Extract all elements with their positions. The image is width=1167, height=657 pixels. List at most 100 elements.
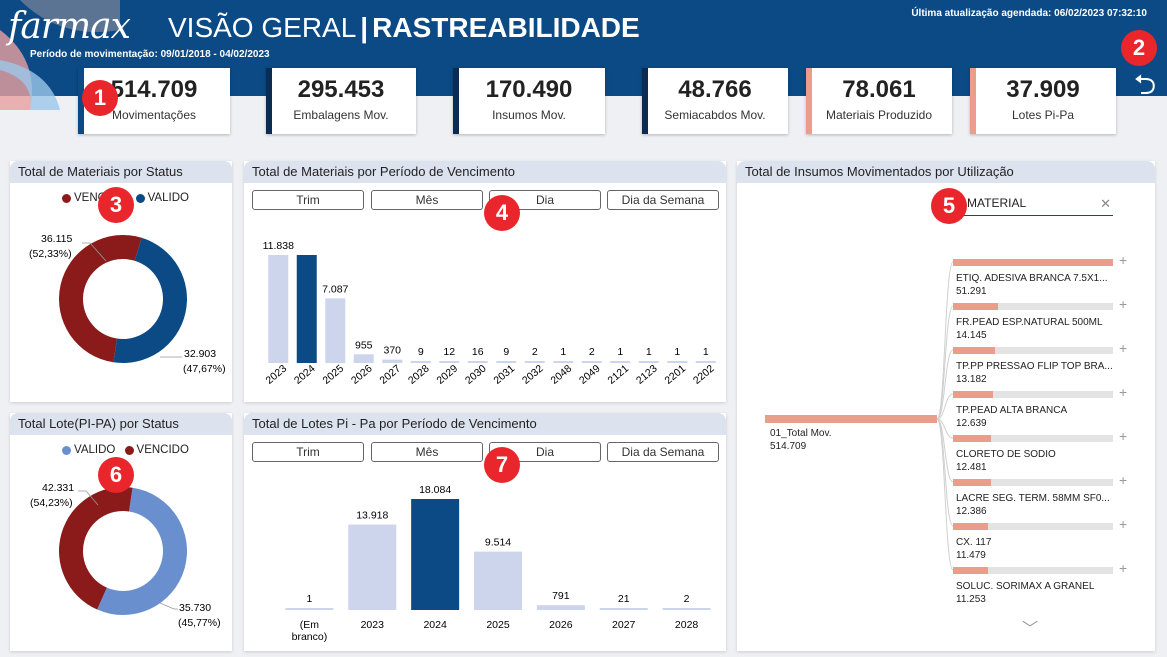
- bar[interactable]: [410, 361, 431, 363]
- expand-plus-icon[interactable]: +: [1119, 252, 1128, 268]
- tree-root[interactable]: 01_Total Mov. 514.709: [770, 427, 832, 453]
- kpi-semiacabados: 48.766 Semiacabdos Mov.: [642, 68, 788, 134]
- bar-value-label: 9.514: [485, 537, 511, 549]
- bar[interactable]: [496, 361, 517, 363]
- tree-node[interactable]: LACRE SEG. TERM. 58MM SF0... 12.386: [956, 492, 1110, 518]
- legend-item[interactable]: VALIDO: [74, 444, 116, 456]
- bar[interactable]: [411, 499, 460, 610]
- kpi-label: Insumos Mov.: [492, 108, 566, 122]
- logo-decoration: [0, 0, 120, 110]
- legend-dot: [135, 193, 145, 203]
- slicer-mes[interactable]: Mês: [371, 442, 483, 462]
- legend-item[interactable]: VALIDO: [147, 192, 189, 204]
- bar[interactable]: [474, 551, 522, 610]
- slicer-trim[interactable]: Trim: [252, 442, 364, 462]
- tree-bar-track: [953, 567, 1113, 574]
- expand-plus-icon[interactable]: +: [1119, 560, 1128, 576]
- tree-node[interactable]: TP.PEAD ALTA BRANCA 12.639: [956, 404, 1067, 430]
- tree-node-label: FR.PEAD ESP.NATURAL 500ML: [956, 317, 1103, 328]
- panel-title: Total de Materiais por Status: [10, 161, 232, 183]
- bar[interactable]: [285, 608, 334, 610]
- slicer-dia-semana[interactable]: Dia da Semana: [607, 442, 719, 462]
- bar[interactable]: [382, 359, 403, 363]
- bar[interactable]: [581, 361, 602, 363]
- bar[interactable]: [524, 361, 545, 363]
- bar[interactable]: [467, 361, 488, 363]
- bar[interactable]: [599, 608, 648, 610]
- panel-materiais-vencimento: Total de Materiais por Período de Vencim…: [244, 161, 726, 402]
- panel-materiais-status: Total de Materiais por Status VENCIDO VA…: [10, 161, 232, 402]
- bar-value-label: 2: [589, 346, 595, 358]
- leader-line: [159, 602, 178, 610]
- x-tick-label: 2029: [435, 362, 461, 386]
- expand-plus-icon[interactable]: +: [1119, 296, 1128, 312]
- bar-value-label: 2: [532, 346, 538, 358]
- legend: VALIDO VENCIDO: [62, 444, 189, 456]
- last-update-text: Última atualização agendada: 06/02/2023 …: [911, 8, 1147, 19]
- search-input[interactable]: C MATERIAL ✕: [955, 196, 1113, 216]
- tree-node[interactable]: ETIQ. ADESIVA BRANCA 7.5X1... 51.291: [956, 272, 1108, 298]
- bar[interactable]: [553, 361, 574, 363]
- tree-node-value: 12.639: [956, 418, 987, 429]
- tree-node[interactable]: CLORETO DE SODIO 12.481: [956, 448, 1056, 474]
- x-tick-label: 2028: [406, 362, 432, 386]
- bar-value-label: 13.918: [356, 510, 388, 522]
- farmax-logo: farmax: [8, 6, 131, 47]
- bar-value-label: 18.084: [419, 484, 451, 496]
- kpi-embalagens: 295.453 Embalagens Mov.: [266, 68, 416, 134]
- bar-value-label: 1: [674, 346, 680, 358]
- tree-node-label: TP.PEAD ALTA BRANCA: [956, 405, 1068, 416]
- bar[interactable]: [268, 255, 289, 363]
- data-label: 32.903: [184, 348, 216, 360]
- slicer-mes[interactable]: Mês: [371, 190, 483, 210]
- bar[interactable]: [610, 361, 631, 363]
- expand-plus-icon[interactable]: +: [1119, 428, 1128, 444]
- slicer-trim[interactable]: Trim: [252, 190, 364, 210]
- bar-chart-materiais-vencimento[interactable]: 11.838 2023 2024 7.087 2025 955 2026 370 2027 9 20…: [244, 161, 726, 402]
- bar[interactable]: [439, 361, 460, 363]
- back-arrow-icon[interactable]: ⮌: [1133, 69, 1157, 100]
- chevron-down-icon[interactable]: ﹀: [1022, 621, 1039, 638]
- bar[interactable]: [536, 605, 585, 610]
- legend-item[interactable]: VENCIDO: [136, 444, 189, 456]
- clear-icon[interactable]: ✕: [1100, 196, 1111, 211]
- bar-value-label: 1: [617, 346, 623, 358]
- expand-plus-icon[interactable]: +: [1119, 472, 1128, 488]
- bar[interactable]: [667, 361, 688, 363]
- bar[interactable]: [695, 361, 716, 363]
- title-separator: |: [360, 12, 369, 43]
- donut-chart-lotes[interactable]: 42.331 (54,23%) 35.730 (45,77%): [10, 413, 232, 651]
- tree-bar-track: [953, 391, 1113, 398]
- tree-bar: [953, 391, 993, 398]
- tree-node-value: 14.145: [956, 330, 987, 341]
- bar[interactable]: [662, 608, 711, 610]
- x-tick-label: 2028: [675, 619, 699, 631]
- annotation-marker-2: 2: [1121, 30, 1157, 66]
- tree-node[interactable]: CX. 117 11.479: [956, 536, 991, 562]
- x-tick-label: 2024: [292, 362, 318, 386]
- x-tick-label: 2048: [549, 362, 575, 386]
- tree-node[interactable]: TP.PP PRESSAO FLIP TOP BRA... 13.182: [956, 360, 1113, 386]
- annotation-marker-6: 6: [98, 457, 134, 493]
- donut-chart-materiais[interactable]: 36.115 (52,33%) 32.903 (47,67%): [10, 161, 232, 402]
- bar[interactable]: [638, 361, 659, 363]
- kpi-value: 37.909: [1006, 76, 1080, 103]
- donut-slice-vencido[interactable]: [58, 235, 142, 363]
- donut-slice-valido[interactable]: [113, 237, 187, 363]
- slicer-dia-semana[interactable]: Dia da Semana: [607, 190, 719, 210]
- bar[interactable]: [348, 524, 397, 610]
- donut-slice-vencido[interactable]: [58, 487, 133, 610]
- x-tick-label: 2049: [577, 362, 603, 386]
- kpi-accent: [806, 68, 812, 134]
- bar[interactable]: [325, 298, 346, 363]
- tree-node[interactable]: FR.PEAD ESP.NATURAL 500ML 14.145: [956, 316, 1103, 342]
- expand-plus-icon[interactable]: +: [1119, 384, 1128, 400]
- tree-node[interactable]: SOLUC. SORIMAX A GRANEL 11.253: [956, 580, 1094, 606]
- bar[interactable]: [353, 354, 374, 363]
- expand-plus-icon[interactable]: +: [1119, 340, 1128, 356]
- donut-slice-valido[interactable]: [97, 487, 187, 615]
- expand-plus-icon[interactable]: +: [1119, 516, 1128, 532]
- kpi-accent: [453, 68, 459, 134]
- bar[interactable]: [296, 255, 317, 363]
